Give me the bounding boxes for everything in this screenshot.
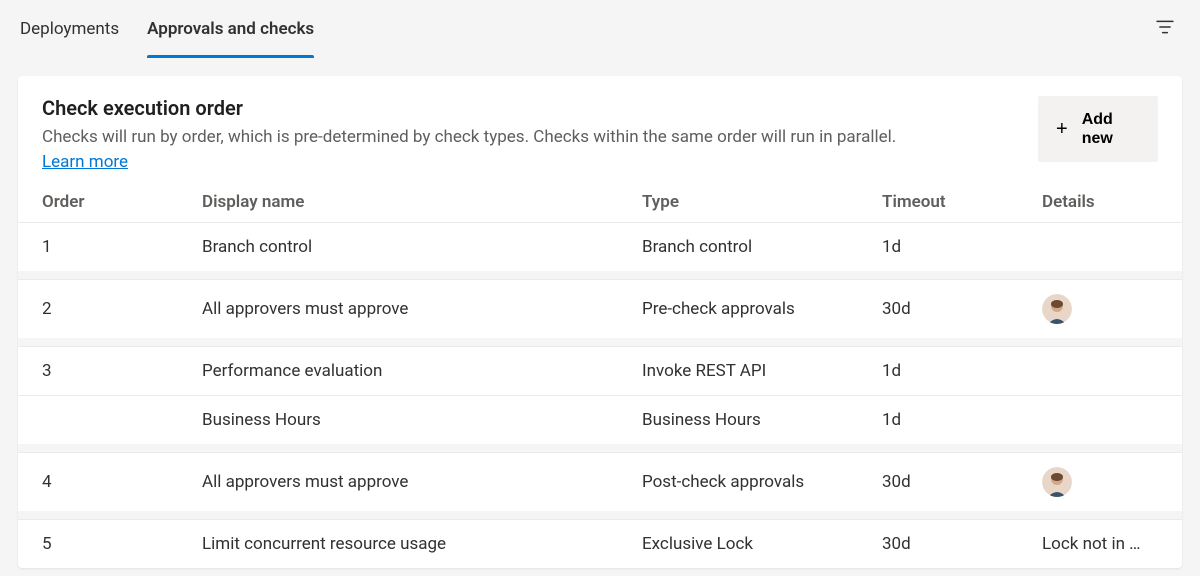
cell-timeout: 30d — [882, 534, 1042, 554]
cell-type: Branch control — [642, 237, 882, 257]
cell-display-name: Limit concurrent resource usage — [202, 534, 642, 554]
cell-type: Pre-check approvals — [642, 299, 882, 319]
table-row[interactable]: 1Branch controlBranch control1d — [18, 223, 1182, 271]
cell-display-name: All approvers must approve — [202, 299, 642, 319]
cell-display-name: All approvers must approve — [202, 472, 642, 492]
card-description: Checks will run by order, which is pre-d… — [42, 126, 896, 150]
cell-type: Invoke REST API — [642, 361, 882, 381]
cell-order: 5 — [42, 534, 202, 554]
cell-type: Post-check approvals — [642, 472, 882, 492]
cell-display-name: Business Hours — [202, 410, 642, 430]
cell-order: 4 — [42, 472, 202, 492]
add-new-button[interactable]: + Add new — [1038, 96, 1158, 162]
card-title: Check execution order — [42, 96, 896, 120]
filter-icon[interactable] — [1150, 12, 1180, 46]
cell-timeout: 30d — [882, 472, 1042, 492]
cell-timeout: 30d — [882, 299, 1042, 319]
cell-type: Exclusive Lock — [642, 534, 882, 554]
col-type: Type — [642, 192, 882, 212]
table-header: Order Display name Type Timeout Details — [18, 182, 1182, 222]
cell-details — [1042, 467, 1182, 497]
table-row[interactable]: 2All approvers must approvePre-check app… — [18, 280, 1182, 338]
col-order: Order — [42, 192, 202, 212]
cell-display-name: Branch control — [202, 237, 642, 257]
cell-timeout: 1d — [882, 361, 1042, 381]
cell-order: 1 — [42, 237, 202, 257]
add-new-label: Add new — [1082, 110, 1113, 148]
cell-timeout: 1d — [882, 237, 1042, 257]
table-row[interactable]: 3Performance evaluationInvoke REST API1d — [18, 347, 1182, 395]
cell-type: Business Hours — [642, 410, 882, 430]
col-details: Details — [1042, 192, 1182, 212]
table-row[interactable]: Business HoursBusiness Hours1d — [18, 396, 1182, 444]
cell-order: 3 — [42, 361, 202, 381]
checks-table: Order Display name Type Timeout Details … — [18, 182, 1182, 568]
learn-more-link[interactable]: Learn more — [42, 152, 128, 172]
col-display-name: Display name — [202, 192, 642, 212]
avatar — [1042, 294, 1072, 324]
tabs: Deployments Approvals and checks — [20, 0, 314, 58]
plus-icon: + — [1056, 119, 1068, 139]
tab-deployments[interactable]: Deployments — [20, 0, 119, 58]
table-row[interactable]: 5Limit concurrent resource usageExclusiv… — [18, 520, 1182, 568]
cell-order: 2 — [42, 299, 202, 319]
tab-approvals-and-checks[interactable]: Approvals and checks — [147, 0, 314, 58]
cell-display-name: Performance evaluation — [202, 361, 642, 381]
table-row[interactable]: 4All approvers must approvePost-check ap… — [18, 453, 1182, 511]
cell-details — [1042, 294, 1182, 324]
avatar — [1042, 467, 1072, 497]
cell-timeout: 1d — [882, 410, 1042, 430]
col-timeout: Timeout — [882, 192, 1042, 212]
cell-details: Lock not in … — [1042, 534, 1182, 554]
check-execution-card: Check execution order Checks will run by… — [18, 76, 1182, 568]
